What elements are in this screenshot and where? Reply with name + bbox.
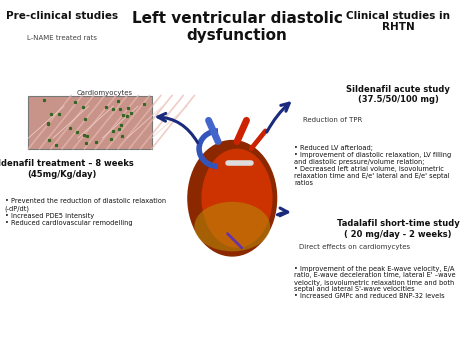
- Ellipse shape: [187, 140, 277, 257]
- Ellipse shape: [194, 202, 270, 251]
- Text: Direct effects on cardiomycytes: Direct effects on cardiomycytes: [299, 244, 410, 250]
- Text: L-NAME treated rats: L-NAME treated rats: [27, 35, 97, 41]
- Text: Tadalafil short-time study
( 20 mg/day - 2 weeks): Tadalafil short-time study ( 20 mg/day -…: [337, 219, 459, 239]
- Text: Sildenafil treatment – 8 weeks
(45mg/Kg/day): Sildenafil treatment – 8 weeks (45mg/Kg/…: [0, 159, 134, 179]
- Text: Cardiomyocytes: Cardiomyocytes: [76, 90, 132, 96]
- Ellipse shape: [201, 149, 273, 248]
- Bar: [28, 96, 152, 149]
- Text: • Prevented the reduction of diastolic relaxation
(-dP/dt)
• Increased PDE5 inte: • Prevented the reduction of diastolic r…: [5, 198, 166, 226]
- Text: Reduction of TPR: Reduction of TPR: [303, 117, 363, 123]
- Text: • Reduced LV afterload;
• Improvement of diastolic relaxation, LV filling
and di: • Reduced LV afterload; • Improvement of…: [294, 145, 451, 186]
- Text: Sildenafil acute study
(37.5/50/100 mg): Sildenafil acute study (37.5/50/100 mg): [346, 85, 450, 104]
- Text: Pre-clinical studies: Pre-clinical studies: [6, 11, 118, 21]
- Text: Left ventricular diastolic
dysfunction: Left ventricular diastolic dysfunction: [132, 11, 342, 43]
- Text: Clinical studies in
RHTN: Clinical studies in RHTN: [346, 11, 450, 32]
- Text: • Improvement of the peak E-wave velocity, E/A
ratio, E-wave deceleration time, : • Improvement of the peak E-wave velocit…: [294, 266, 456, 299]
